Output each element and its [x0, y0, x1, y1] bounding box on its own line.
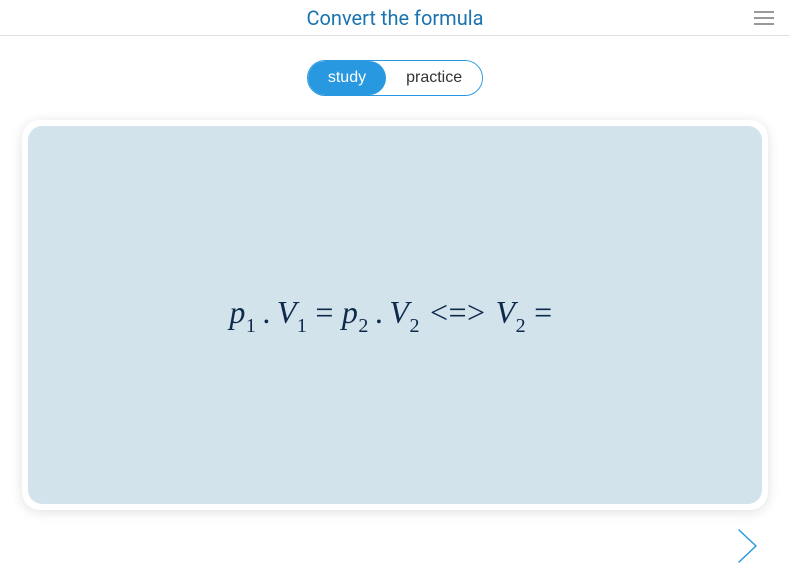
- tab-study[interactable]: study: [308, 61, 386, 95]
- formula-var-p2: p: [342, 294, 359, 330]
- formula-var-p1: p: [229, 294, 246, 330]
- formula-dot: .: [262, 294, 271, 330]
- formula-sub-p1: 1: [246, 315, 257, 337]
- formula-sub-p2: 2: [358, 315, 369, 337]
- formula-arrow: <=>: [430, 294, 486, 330]
- formula-sub-v1: 1: [297, 315, 308, 337]
- card-wrapper: p1.V1=p2.V2<=>V2=: [22, 120, 768, 510]
- formula-card: p1.V1=p2.V2<=>V2=: [28, 126, 762, 504]
- formula-eq2: =: [534, 294, 553, 330]
- formula-var-v2b: V: [496, 294, 516, 330]
- hamburger-menu-icon[interactable]: [754, 11, 774, 25]
- formula-var-v1: V: [277, 294, 297, 330]
- formula-sub-v2: 2: [409, 315, 420, 337]
- next-button[interactable]: [732, 526, 764, 566]
- formula-display: p1.V1=p2.V2<=>V2=: [229, 294, 560, 336]
- tab-group: study practice: [307, 60, 483, 96]
- formula-sub-v2b: 2: [516, 315, 527, 337]
- tab-practice[interactable]: practice: [386, 61, 482, 95]
- formula-eq: =: [315, 294, 334, 330]
- tab-container: study practice: [0, 60, 790, 96]
- header: Convert the formula: [0, 0, 790, 36]
- formula-dot2: .: [375, 294, 384, 330]
- formula-var-v2: V: [389, 294, 409, 330]
- chevron-right-icon: [732, 526, 764, 566]
- page-title: Convert the formula: [307, 6, 484, 30]
